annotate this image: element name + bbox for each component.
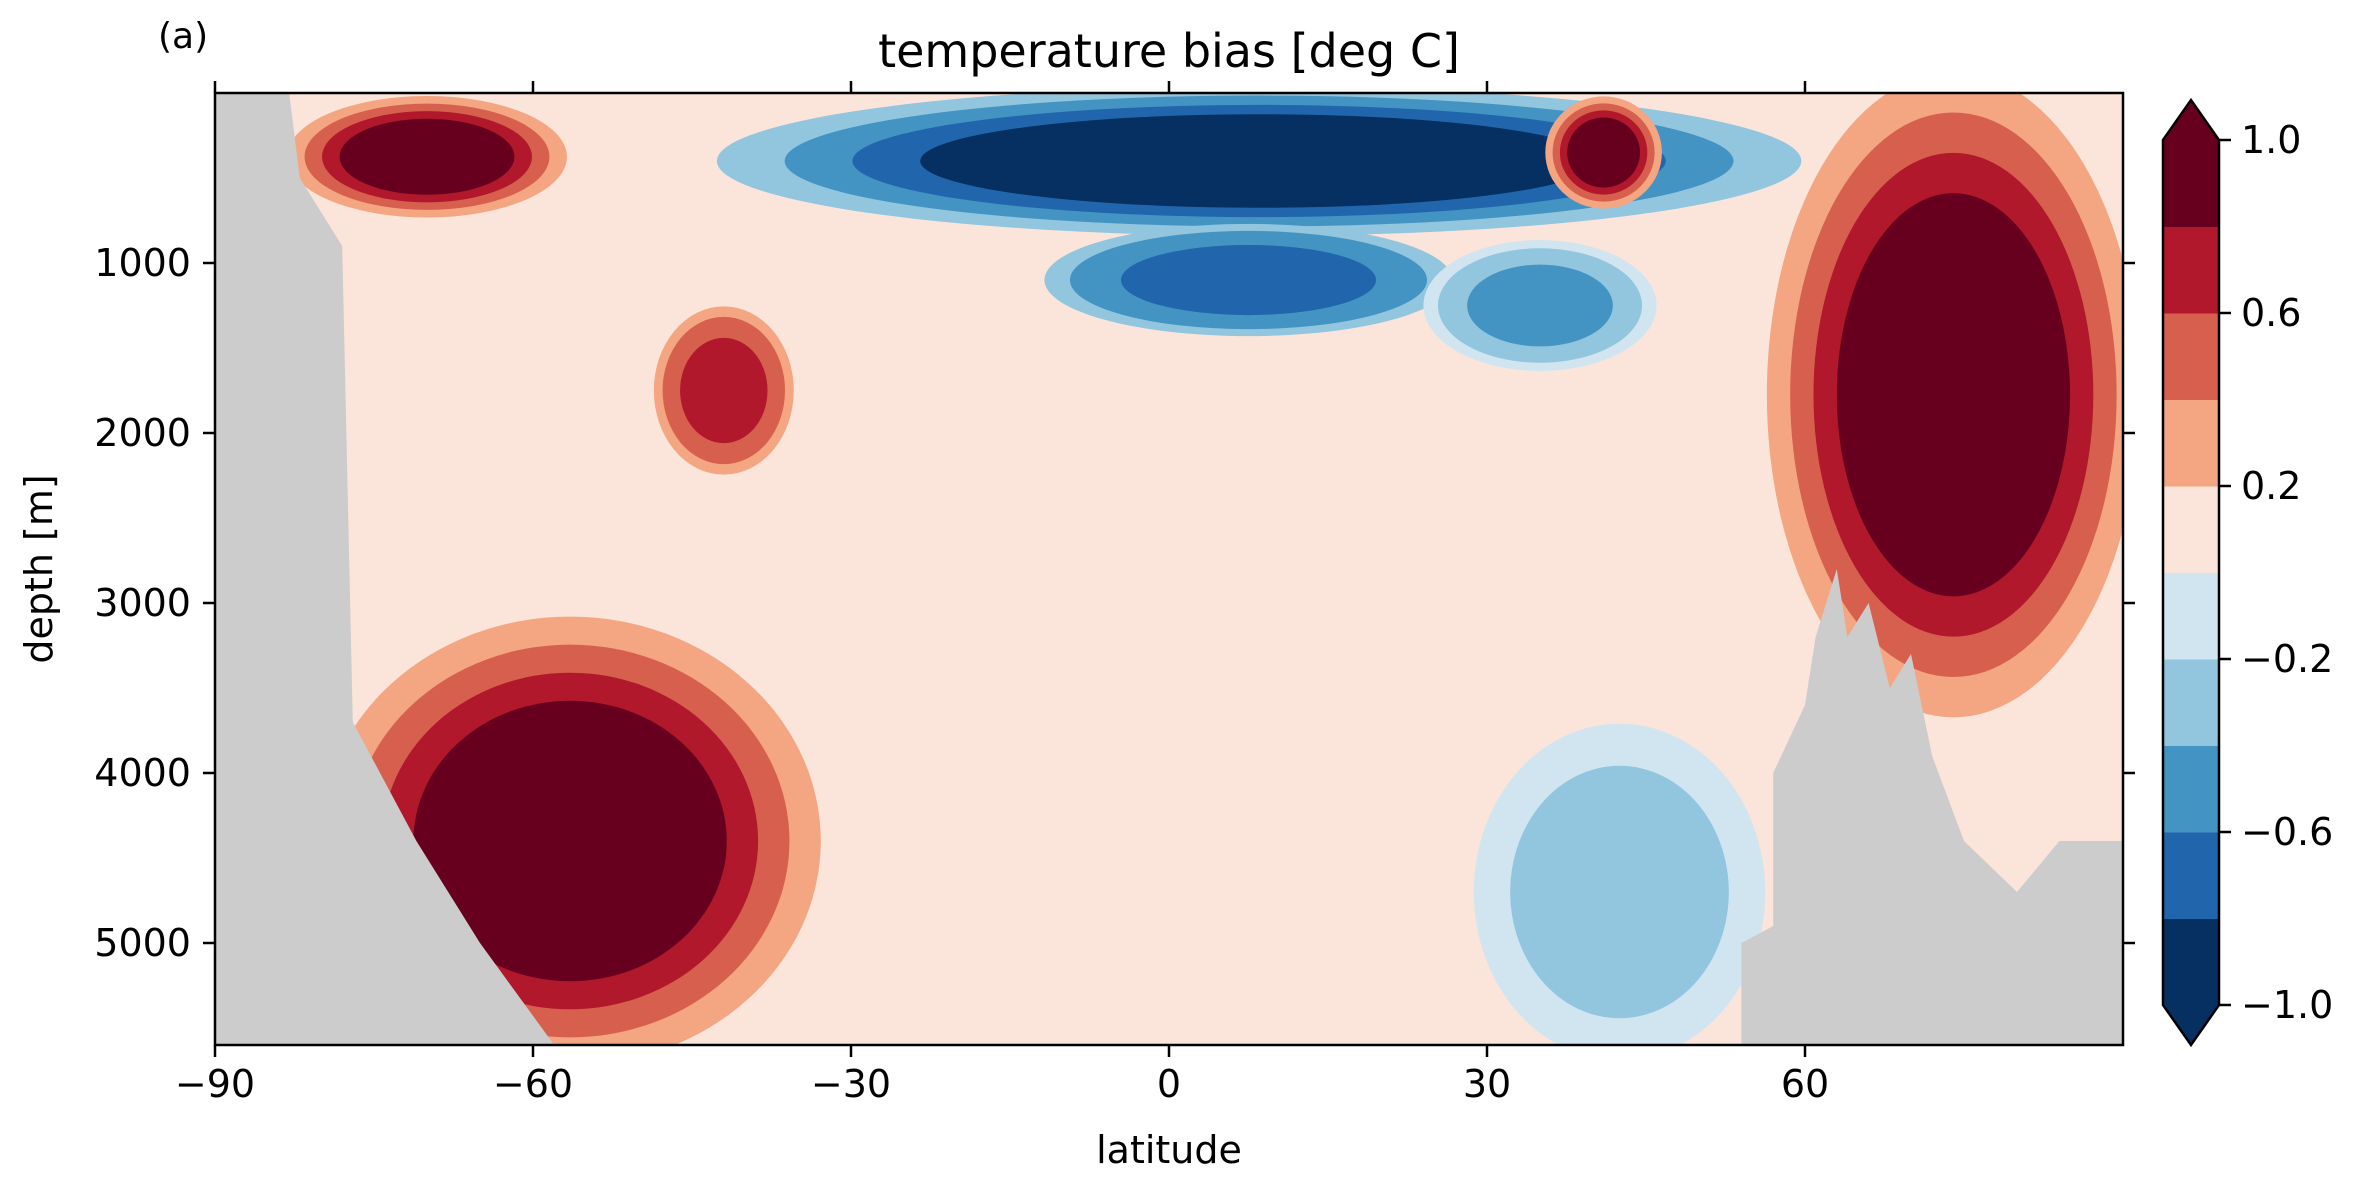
colorbar-band (2163, 140, 2219, 227)
y-axis-label: depth [m] (17, 474, 61, 663)
y-tick-label: 2000 (94, 411, 191, 455)
colorbar-band (2163, 918, 2219, 1006)
colorbar-extend-low (2163, 1005, 2219, 1045)
colorbar-tick-label: 0.2 (2241, 464, 2301, 508)
colorbar-tick-label: −1.0 (2241, 983, 2333, 1027)
colorbar-tick-label: −0.2 (2241, 637, 2333, 681)
colorbar-band (2163, 486, 2219, 573)
colorbar-extend-high (2163, 100, 2219, 140)
y-tick-label: 3000 (94, 581, 191, 625)
colorbar-band (2163, 313, 2219, 400)
x-tick-label: −60 (493, 1062, 573, 1106)
y-tick-label: 4000 (94, 751, 191, 795)
colorbar-tick-label: 1.0 (2241, 118, 2301, 162)
colorbar-band (2163, 832, 2219, 919)
x-tick-label: 0 (1157, 1062, 1181, 1106)
colorbar-band (2163, 745, 2219, 833)
x-tick-label: −90 (175, 1062, 255, 1106)
x-axis-label: latitude (1096, 1128, 1242, 1172)
colorbar-band (2163, 226, 2219, 314)
land-antarctica (215, 93, 555, 1045)
colorbar-band (2163, 572, 2219, 660)
x-axis: −90 −60 −30 0 30 60 (175, 81, 1829, 1106)
contour-band-n-thermocline-cool (1467, 264, 1613, 347)
land-north-ridge (1741, 569, 2123, 1045)
y-tick-label: 5000 (94, 921, 191, 965)
y-tick-label: 1000 (94, 241, 191, 285)
x-tick-label: −30 (811, 1062, 891, 1106)
contour-band-south-surface-warm (339, 118, 515, 195)
x-tick-label: 30 (1463, 1062, 1511, 1106)
colorbar-tick-label: −0.6 (2241, 810, 2333, 854)
y-axis: 1000 2000 3000 4000 5000 (94, 241, 2135, 965)
x-tick-label: 60 (1781, 1062, 1829, 1106)
contour-band-deep-north-cool (1528, 786, 1711, 998)
contour-band-south-mid-warm (680, 337, 768, 444)
contour-band-deep-south-cold-water (413, 700, 727, 982)
plot-area (215, 93, 2123, 1045)
colorbar: 1.0 0.6 0.2 −0.2 −0.6 −1.0 (2161, 97, 2333, 1048)
colorbar-band (2163, 659, 2219, 746)
chart-title: temperature bias [deg C] (878, 24, 1460, 78)
colorbar-band (2163, 399, 2219, 487)
colorbar-tick-label: 0.6 (2241, 291, 2301, 335)
panel-label: (a) (158, 16, 208, 57)
bias-field (287, 93, 2123, 1045)
contour-band-arctic-warm (1836, 193, 2070, 597)
contour-band-north-surface-warm (1567, 117, 1641, 188)
land-mask (215, 93, 2123, 1045)
contour-band-upper-mid-cool (1120, 244, 1377, 316)
contour-band-upper-tropical-cool (920, 114, 1598, 208)
